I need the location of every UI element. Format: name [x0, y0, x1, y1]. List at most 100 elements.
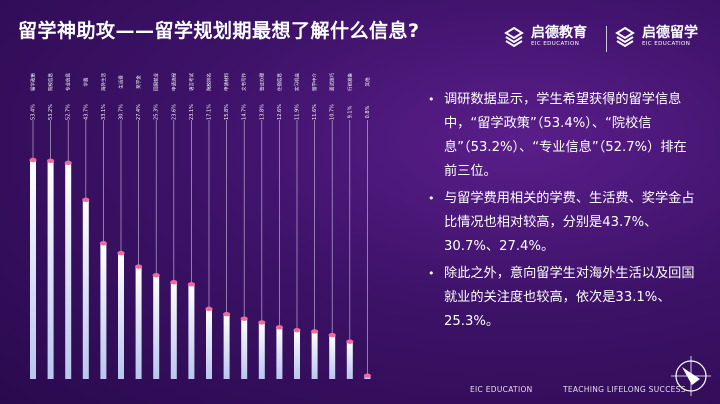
bar [241, 318, 248, 379]
bar [206, 308, 212, 379]
data-label: 23.6% [171, 104, 177, 120]
footer-left: EIC EDUCATION [470, 385, 533, 394]
bar-cap [346, 339, 354, 344]
insight-text: 与留学费用相关的学费、生活费、奖学金占比情况也相对较高，分别是43.7%、30.… [444, 191, 695, 254]
bar [311, 331, 318, 379]
compass-icon [671, 356, 711, 396]
bullet-icon: • [428, 267, 435, 280]
category-label: 回国就业 [153, 73, 160, 91]
category-label: 其他 [364, 77, 371, 86]
category-label: 专业信息 [65, 73, 72, 91]
bar [30, 160, 36, 379]
bar-cap [47, 158, 55, 164]
bar-cap [205, 306, 213, 312]
bar-cap [328, 332, 336, 338]
bar-cap [240, 316, 248, 321]
bar-cap [117, 250, 125, 256]
bar [118, 253, 124, 379]
category-label: 院校信息 [47, 73, 54, 91]
footer-right: TEACHING LIFELONG SUCCESS [563, 385, 686, 394]
bar-cap [258, 320, 266, 325]
data-label: 25.3% [154, 104, 160, 120]
category-label: 实习机会 [294, 73, 301, 91]
category-label: 学费 [82, 77, 89, 86]
data-label: 11.9% [295, 104, 301, 120]
data-label: 43.7% [83, 104, 89, 120]
data-label: 15.8% [224, 104, 230, 120]
data-label: 53.2% [48, 104, 54, 120]
bar [170, 282, 177, 379]
data-label: 10.7% [330, 104, 336, 120]
data-label: 23.1% [189, 104, 195, 120]
bar-cap [363, 373, 371, 378]
bullet-icon: • [428, 93, 435, 106]
insight-item: • 除此之外，意向留学生对海外生活以及回国就业的关注度也较高，依次是33.1%、2… [428, 262, 696, 334]
category-label: 海外生活 [100, 73, 107, 91]
bar [65, 162, 72, 379]
category-label: 奖学金 [135, 75, 142, 89]
logo-eic-study-abroad: 启德留学 EIC EDUCATION [614, 26, 698, 48]
bar-chart: 53.4% 留学政策 53.2% 院校信息 52.7% 专业信息 43.7% 学费 33.1% 海… [29, 73, 371, 379]
slide-title: 留学神助攻——留学规划期最想了解什么信息? [18, 20, 420, 42]
category-label: 申请材料 [223, 73, 230, 91]
bar-cap [170, 280, 178, 285]
logo-divider [606, 26, 607, 52]
bar-cap [64, 160, 72, 166]
data-label: 11.6% [312, 104, 318, 120]
data-label: 52.7% [66, 104, 72, 120]
category-label: 签证办理 [258, 73, 265, 91]
category-label: 生活费 [118, 75, 125, 89]
bar [135, 266, 142, 379]
logo-eic-education: 启德教育 EIC EDUCATION [503, 26, 587, 48]
logo-sub: EIC EDUCATION [531, 41, 580, 47]
data-label: 0.8% [365, 105, 371, 118]
category-label: 院校排名 [206, 73, 213, 91]
data-label: 27.4% [136, 104, 142, 120]
insight-list: • 调研数据显示，学生希望获得的留学信息中，“留学政策”（53.4%）、“院校信息… [428, 88, 696, 337]
insight-text: 调研数据显示，学生希望获得的留学信息中，“留学政策”（53.4%）、“院校信息”… [444, 92, 687, 179]
bar [223, 314, 230, 379]
bar-cap [187, 282, 195, 287]
logo-name: 启德留学 [642, 25, 698, 41]
category-label: 住宿信息 [276, 73, 283, 91]
bar [47, 160, 54, 379]
logo-name: 启德教育 [531, 25, 587, 41]
bar [294, 330, 300, 379]
data-label: 53.4% [31, 104, 37, 120]
data-label: 30.7% [119, 104, 125, 120]
category-label: 留学中介 [311, 73, 318, 91]
logo-sub: EIC EDUCATION [642, 41, 691, 47]
bar [346, 341, 353, 379]
data-label: 33.1% [101, 104, 107, 120]
bar-cap [135, 264, 143, 269]
bar [188, 284, 195, 379]
category-label: 语言考试 [188, 73, 195, 91]
bar [100, 243, 107, 379]
data-label: 12.6% [277, 104, 283, 120]
bar-cap [223, 312, 231, 317]
bar-cap [29, 157, 37, 163]
bar [329, 335, 336, 379]
bullet-icon: • [428, 192, 435, 205]
data-label: 17.1% [207, 104, 213, 120]
bar-cap [311, 329, 319, 334]
category-label: 行前准备 [346, 73, 353, 91]
bar-cap [99, 241, 107, 246]
bar-cap [293, 327, 301, 333]
category-label: 面试技巧 [329, 73, 336, 91]
category-label: 文书写作 [241, 73, 248, 91]
data-label: 14.7% [242, 104, 248, 120]
bar [276, 327, 283, 379]
bar-cap [152, 273, 160, 278]
insight-text: 除此之外，意向留学生对海外生活以及回国就业的关注度也较高，依次是33.1%、25… [444, 266, 695, 329]
bar-cap [82, 197, 90, 202]
eic-logo-icon [615, 26, 635, 48]
insight-item: • 调研数据显示，学生希望获得的留学信息中，“留学政策”（53.4%）、“院校信息… [428, 88, 696, 184]
category-label: 申请流程 [170, 73, 177, 91]
data-label: 9.1% [347, 105, 353, 118]
bar [153, 275, 160, 379]
data-label: 13.8% [259, 104, 265, 120]
bar [258, 322, 265, 379]
eic-logo-icon [504, 26, 524, 48]
insight-item: • 与留学费用相关的学费、生活费、奖学金占比情况也相对较高，分别是43.7%、30… [428, 187, 696, 259]
